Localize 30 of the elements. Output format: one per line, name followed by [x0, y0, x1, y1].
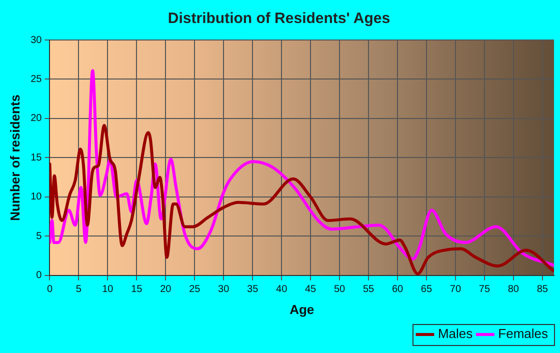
x-tick-label: 5 — [76, 284, 82, 296]
chart-title: Distribution of Residents' Ages — [168, 10, 390, 28]
y-tick-label: 5 — [36, 230, 42, 242]
x-tick-label: 35 — [247, 284, 259, 296]
legend-label: Males — [438, 326, 474, 342]
y-tick-label: 30 — [30, 34, 42, 46]
y-tick-label: 15 — [30, 152, 42, 164]
y-tick-label: 0 — [36, 270, 42, 282]
x-tick-label: 15 — [131, 284, 143, 296]
x-tick-label: 45 — [304, 284, 317, 296]
x-tick-label: 25 — [189, 284, 201, 296]
y-tick-label: 25 — [30, 74, 42, 85]
x-tick-label: 50 — [334, 284, 346, 296]
y-axis-title: Number of residents — [7, 94, 22, 221]
x-tick-label: 20 — [160, 284, 172, 296]
x-tick-label: 10 — [102, 284, 114, 296]
x-tick-label: 40 — [276, 284, 288, 296]
x-tick-label: 80 — [508, 284, 520, 296]
x-tick-label: 30 — [218, 284, 230, 296]
x-tick-label: 0 — [46, 284, 53, 296]
x-tick-label: 85 — [536, 284, 548, 296]
y-tick-label: 10 — [30, 192, 42, 203]
x-tick-label: 70 — [450, 284, 462, 296]
y-tick-label: 20 — [30, 113, 42, 124]
x-tick-label: 60 — [392, 284, 404, 296]
legend-label: Females — [498, 326, 548, 342]
x-axis-title: Age — [290, 302, 314, 317]
x-tick-label: 65 — [420, 284, 432, 296]
x-tick-label: 75 — [478, 284, 490, 296]
x-tick-label: 55 — [362, 284, 375, 296]
